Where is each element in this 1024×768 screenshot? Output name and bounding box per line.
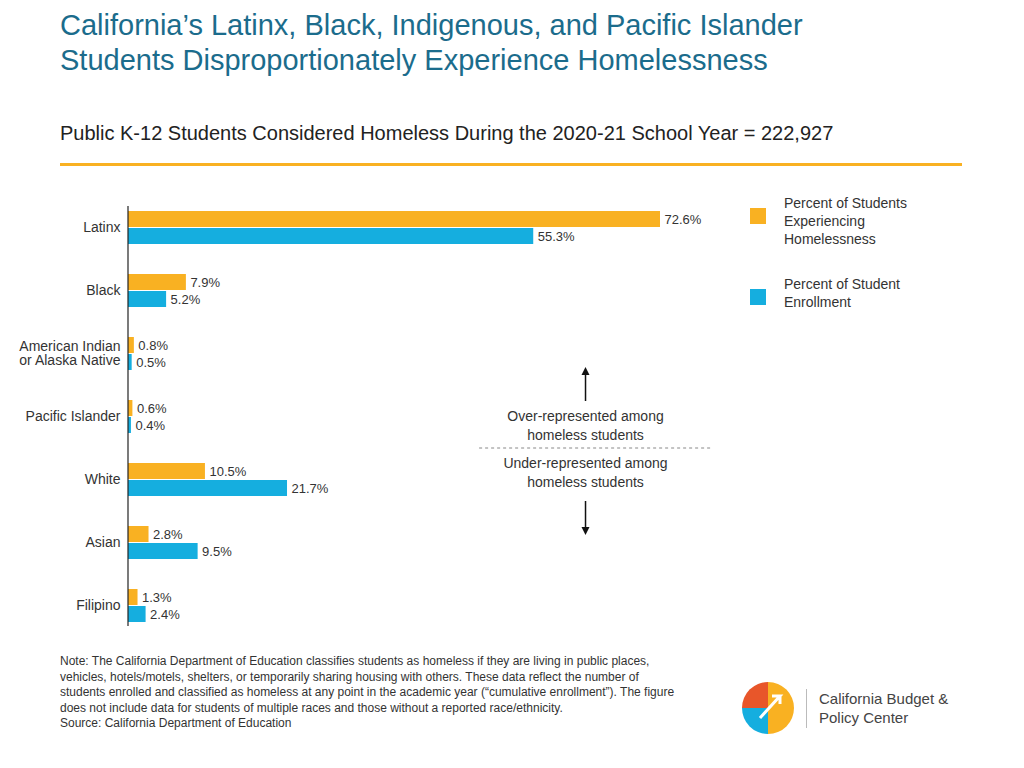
svg-text:homeless students: homeless students [527,474,644,490]
svg-text:Over-represented among: Over-represented among [507,408,663,424]
svg-text:homeless students: homeless students [527,427,644,443]
svg-text:1.3%: 1.3% [142,590,172,605]
svg-text:Asian: Asian [85,534,120,550]
svg-text:0.8%: 0.8% [138,338,168,353]
svg-text:Pacific Islander: Pacific Islander [26,408,121,424]
svg-text:2.4%: 2.4% [150,607,180,622]
svg-text:American Indianor Alaska Nativ: American Indianor Alaska Native [19,338,120,368]
svg-text:55.3%: 55.3% [538,229,575,244]
html-text:Percent of Student Enrollment: Percent of Student Enrollment [784,275,900,310]
svg-text:9.5%: 9.5% [202,544,232,559]
svg-text:Under-represented among: Under-represented among [503,455,667,471]
html-text:Note: The California Departmen: Note: The California Department of Educa… [60,654,675,715]
svg-text:10.5%: 10.5% [209,464,246,479]
html-text:Percent of Students Experienci: Percent of Students Experiencing Homeles… [784,195,907,248]
svg-text:Filipino: Filipino [76,597,121,613]
html-text:Public K-12 Students Considere: Public K-12 Students Considered Homeless… [60,122,834,144]
svg-text:0.6%: 0.6% [137,401,167,416]
html-text:California’s Latinx, Black, In: California’s Latinx, Black, Indigenous, … [60,9,803,77]
svg-text:Latinx: Latinx [83,219,120,235]
svg-text:21.7%: 21.7% [292,481,329,496]
svg-text:0.5%: 0.5% [136,355,166,370]
svg-text:White: White [85,471,121,487]
svg-text:5.2%: 5.2% [171,292,201,307]
html-text:Source: California Department: Source: California Department of Educati… [60,716,292,731]
svg-text:7.9%: 7.9% [190,275,220,290]
svg-text:Black: Black [86,282,121,298]
html-text:California Budget & Policy Cen: California Budget & Policy Center [819,689,949,726]
svg-text:72.6%: 72.6% [665,212,702,227]
svg-text:0.4%: 0.4% [135,418,165,433]
svg-text:2.8%: 2.8% [153,527,183,542]
